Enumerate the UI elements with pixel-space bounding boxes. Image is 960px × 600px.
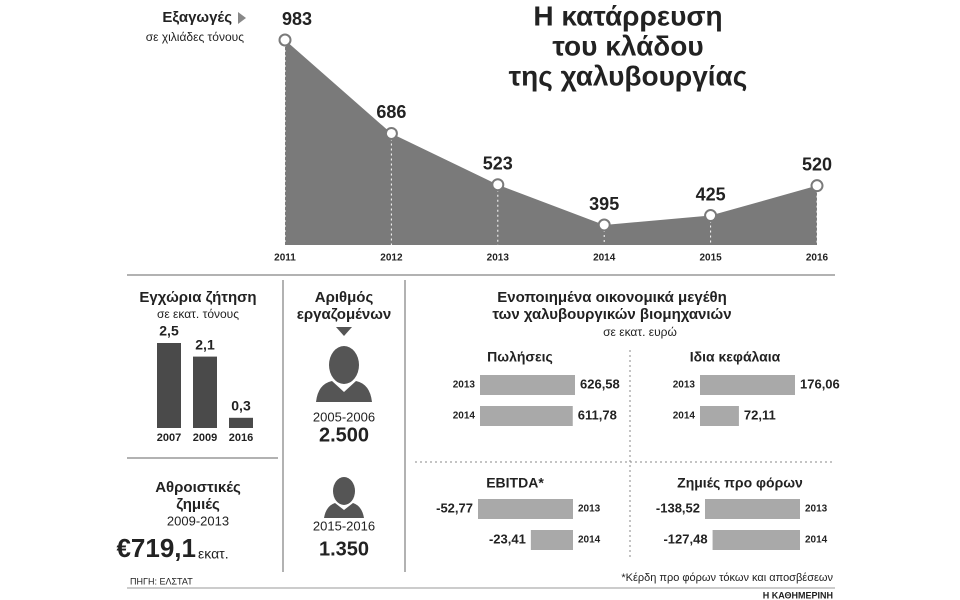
arrow <box>336 327 352 336</box>
data-label: 520 <box>802 154 832 174</box>
section-title: ζημιές <box>176 496 220 513</box>
subtitle: σε χιλιάδες τόνους <box>146 30 244 44</box>
person-icon <box>324 477 364 518</box>
point <box>597 218 611 232</box>
arrow <box>238 12 246 24</box>
period: 2015-2016 <box>313 518 375 533</box>
bar <box>480 375 575 395</box>
y-tick-label: 2014 <box>453 411 476 422</box>
y-tick-label: 2013 <box>453 380 476 391</box>
title: της χαλυβουργίας <box>509 60 748 91</box>
section-title: Ενοποιημένα οικονομικά μεγέθη <box>497 289 726 306</box>
data-label: 395 <box>589 194 619 214</box>
data-label: 2,1 <box>195 336 215 352</box>
data-label: 425 <box>696 184 726 204</box>
data-label: 2,5 <box>159 323 179 339</box>
data-label: 626,58 <box>580 376 620 391</box>
data-label: -127,48 <box>663 531 707 546</box>
data-label: 72,11 <box>744 407 776 422</box>
unit: εκατ. <box>198 546 229 562</box>
bar <box>478 499 573 519</box>
x-tick-label: 2011 <box>274 253 296 264</box>
bar <box>700 375 795 395</box>
x-tick-label: 2012 <box>380 253 403 264</box>
point <box>491 178 505 192</box>
data-label: 611,78 <box>578 407 617 422</box>
chart-title: EBITDA* <box>486 475 544 491</box>
y-tick-label: 2014 <box>578 535 601 546</box>
x-tick-label: 2016 <box>229 432 253 444</box>
period: 2009-2013 <box>167 513 229 528</box>
y-tick-label: 2013 <box>578 504 601 515</box>
x-tick-label: 2013 <box>487 253 510 264</box>
x-tick-label: 2014 <box>593 253 616 264</box>
x-tick-label: 2009 <box>193 432 217 444</box>
point <box>704 209 718 223</box>
title: του κλάδου <box>552 30 703 61</box>
bar <box>712 530 800 550</box>
count: 1.350 <box>319 538 369 560</box>
y-tick-label: 2013 <box>673 380 696 391</box>
data-label: 983 <box>282 9 312 29</box>
subtitle: σε εκατ. ευρώ <box>603 325 677 339</box>
source: ΠΗΓΗ: ΕΛΣΤΑΤ <box>130 576 193 586</box>
subtitle: σε εκατ. τόνους <box>157 307 239 321</box>
period: 2005-2006 <box>313 409 375 424</box>
point <box>810 179 824 193</box>
chart-title: Εγχώρια ζήτηση <box>139 289 256 306</box>
x-tick-label: 2007 <box>157 432 181 444</box>
section-title: Αθροιστικές <box>155 479 241 496</box>
person-icon <box>316 346 372 402</box>
bar <box>480 406 573 426</box>
data-label: -23,41 <box>489 531 526 546</box>
section-title: των χαλυβουργικών βιομηχανιών <box>492 306 731 323</box>
section-title: εργαζομένων <box>297 306 392 323</box>
bar <box>193 356 217 428</box>
area <box>285 40 817 245</box>
data-label: 523 <box>483 153 513 173</box>
data-label: 0,3 <box>231 398 251 414</box>
section-title: Αριθμός <box>315 289 374 306</box>
x-tick-label: 2015 <box>699 253 722 264</box>
chart-title: Ιδια κεφάλαια <box>690 349 781 365</box>
y-tick-label: 2014 <box>673 411 696 422</box>
data-label: -138,52 <box>656 500 700 515</box>
data-label: 686 <box>376 102 406 122</box>
x-tick-label: 2016 <box>806 253 829 264</box>
bar <box>530 530 573 550</box>
bar <box>700 406 739 426</box>
data-label: -52,77 <box>436 500 473 515</box>
point <box>384 126 398 140</box>
publisher: Η ΚΑΘΗΜΕΡΙΝΗ <box>763 590 833 600</box>
count: 2.500 <box>319 424 369 446</box>
title: Η κατάρρευση <box>533 0 722 31</box>
y-tick-label: 2013 <box>805 504 828 515</box>
chart-title: Ζημιές προ φόρων <box>677 475 803 491</box>
chart-title: Πωλήσεις <box>487 349 553 365</box>
amount: €719,1 <box>116 533 196 563</box>
y-tick-label: 2014 <box>805 535 828 546</box>
bar <box>229 417 253 428</box>
point <box>278 33 292 47</box>
data-label: 176,06 <box>800 376 840 391</box>
bar <box>705 499 800 519</box>
bar <box>157 343 181 428</box>
footnote: *Κέρδη προ φόρων τόκων και αποσβέσεων <box>621 572 833 584</box>
y-axis-label: Εξαγωγές <box>162 9 232 26</box>
